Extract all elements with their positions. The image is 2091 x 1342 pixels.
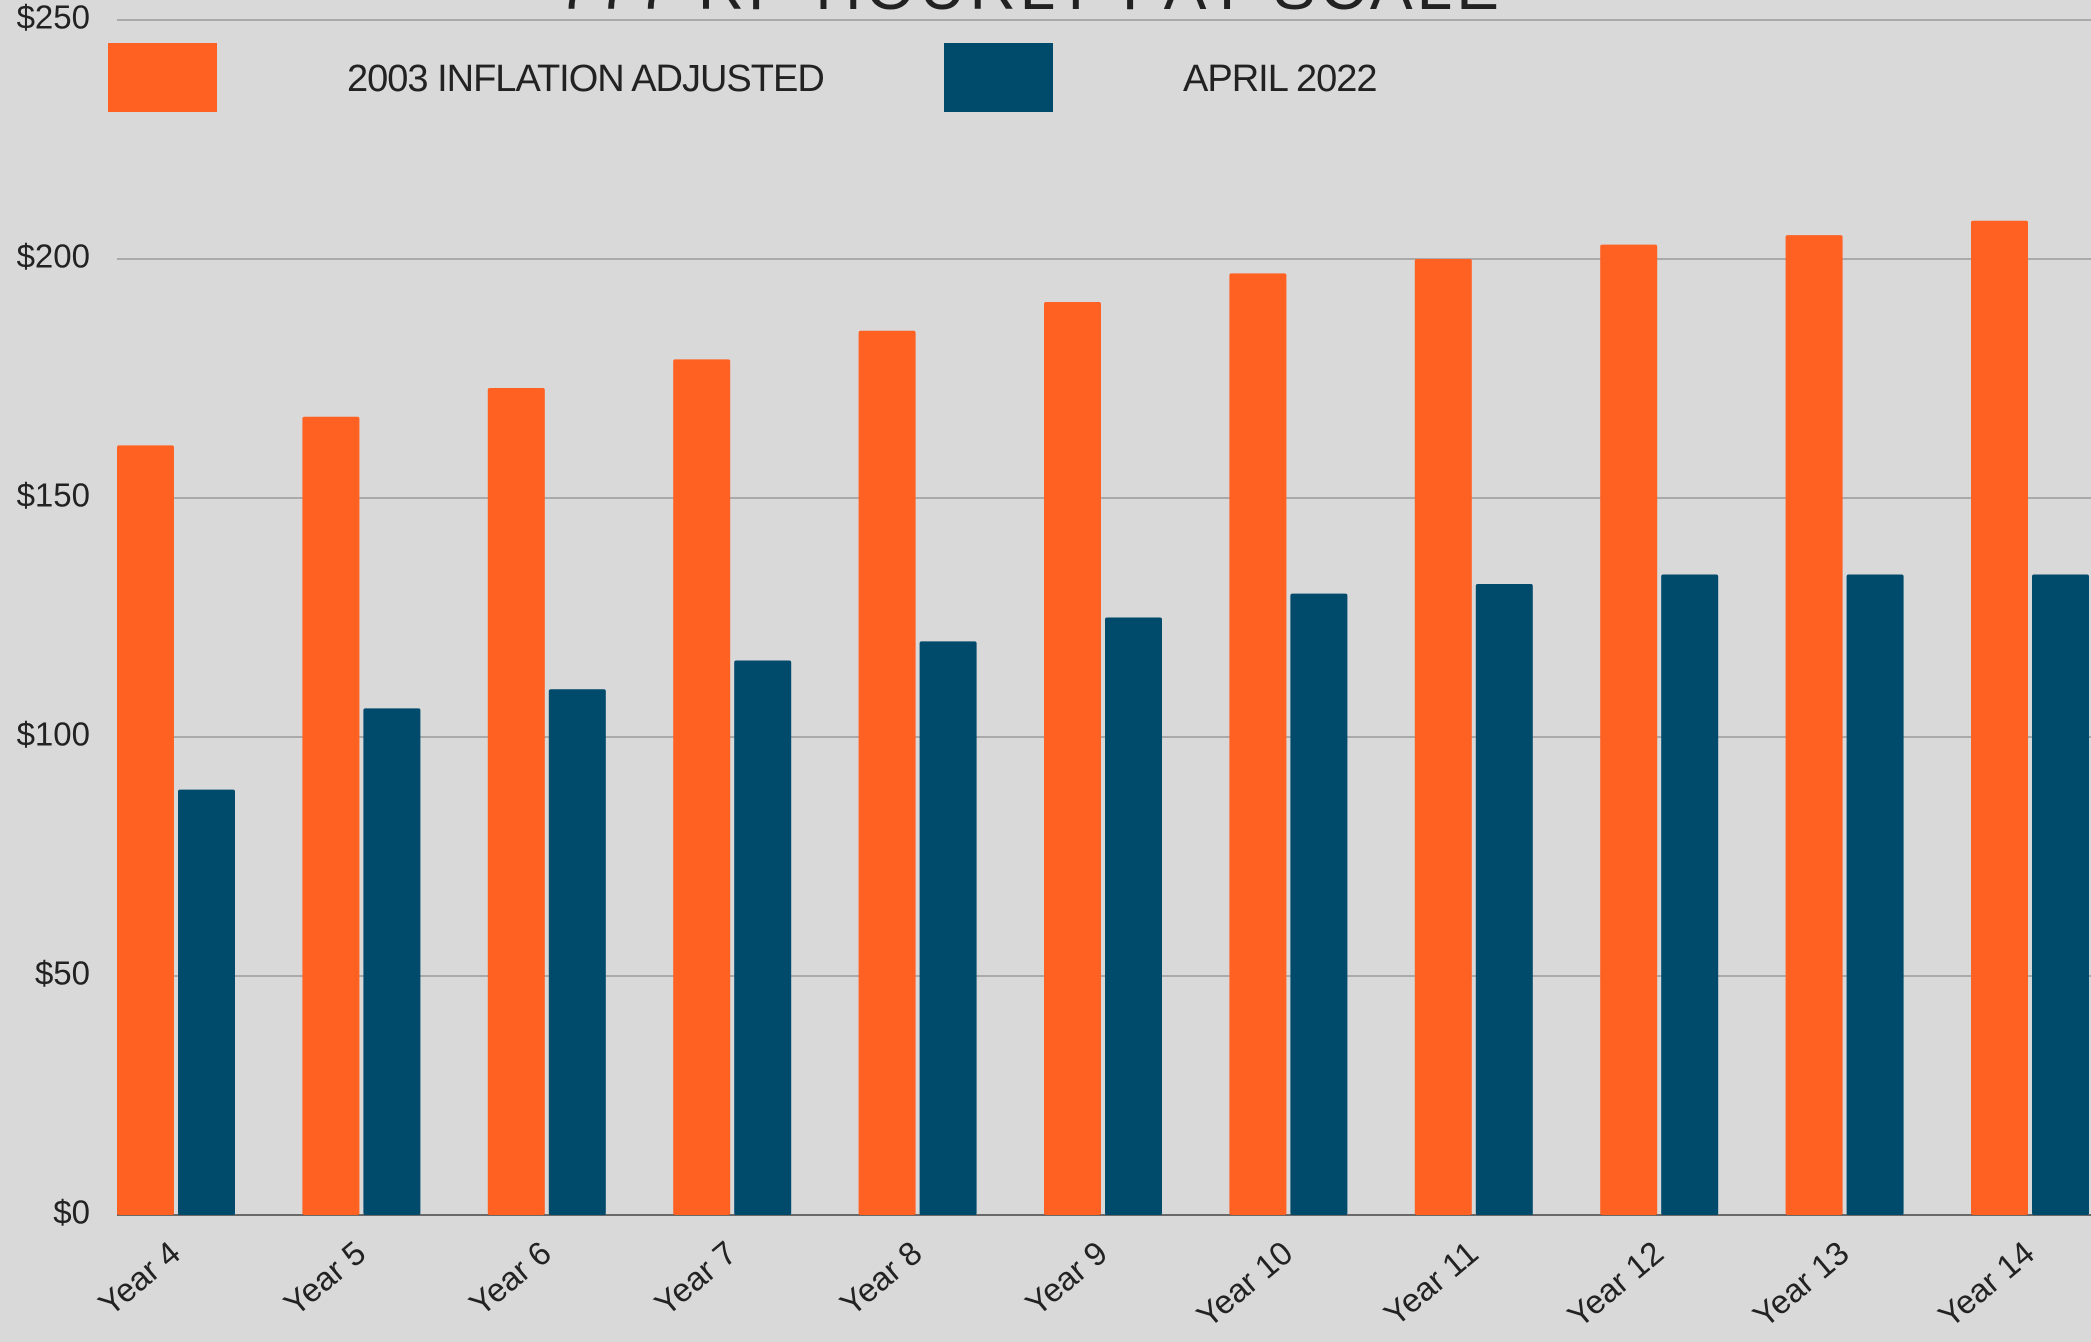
bar (858, 330, 916, 1215)
bar (1600, 244, 1658, 1215)
bar (673, 359, 731, 1215)
bar (1785, 235, 1843, 1216)
x-tick-label: Year 10 (1189, 1234, 1299, 1335)
bar (487, 388, 545, 1215)
x-tick-label: Year 12 (1560, 1234, 1670, 1335)
bar (734, 660, 792, 1215)
bar (1044, 302, 1101, 1215)
bar (1661, 574, 1719, 1215)
bar (1414, 259, 1472, 1215)
bar (919, 641, 977, 1215)
x-tick-label: Year 14 (1931, 1234, 2041, 1335)
x-tick-label: Year 11 (1377, 1234, 1485, 1333)
legend-swatch (108, 43, 217, 112)
legend-label: 2003 INFLATION ADJUSTED (347, 58, 824, 100)
chart-title: 777 RP HOURLY PAY SCALE (557, 0, 1503, 23)
bar (1846, 574, 1904, 1215)
x-tick-label: Year 8 (833, 1234, 929, 1323)
y-tick-label: $250 (17, 0, 90, 36)
bar (1105, 617, 1162, 1215)
bar (1229, 273, 1287, 1216)
x-tick-label: Year 13 (1746, 1234, 1856, 1335)
y-tick-label: $150 (17, 477, 90, 514)
bar (2032, 574, 2089, 1215)
y-tick-label: $0 (53, 1194, 90, 1231)
legend-swatch (944, 43, 1053, 112)
bar (548, 689, 606, 1215)
legend-label: APRIL 2022 (1183, 58, 1377, 100)
bar (1971, 220, 2028, 1215)
bar (1290, 593, 1348, 1215)
bar (178, 789, 235, 1215)
x-tick-label: Year 5 (277, 1234, 373, 1323)
bar (302, 416, 360, 1215)
y-tick-label: $100 (17, 716, 90, 753)
bar (117, 445, 174, 1215)
x-tick-label: Year 7 (647, 1234, 743, 1323)
bar (1475, 584, 1533, 1215)
bar (363, 708, 421, 1215)
y-tick-label: $50 (35, 955, 90, 992)
y-tick-label: $200 (17, 238, 90, 275)
x-tick-label: Year 9 (1018, 1234, 1114, 1323)
x-tick-label: Year 6 (462, 1234, 558, 1323)
x-tick-label: Year 4 (91, 1234, 187, 1323)
